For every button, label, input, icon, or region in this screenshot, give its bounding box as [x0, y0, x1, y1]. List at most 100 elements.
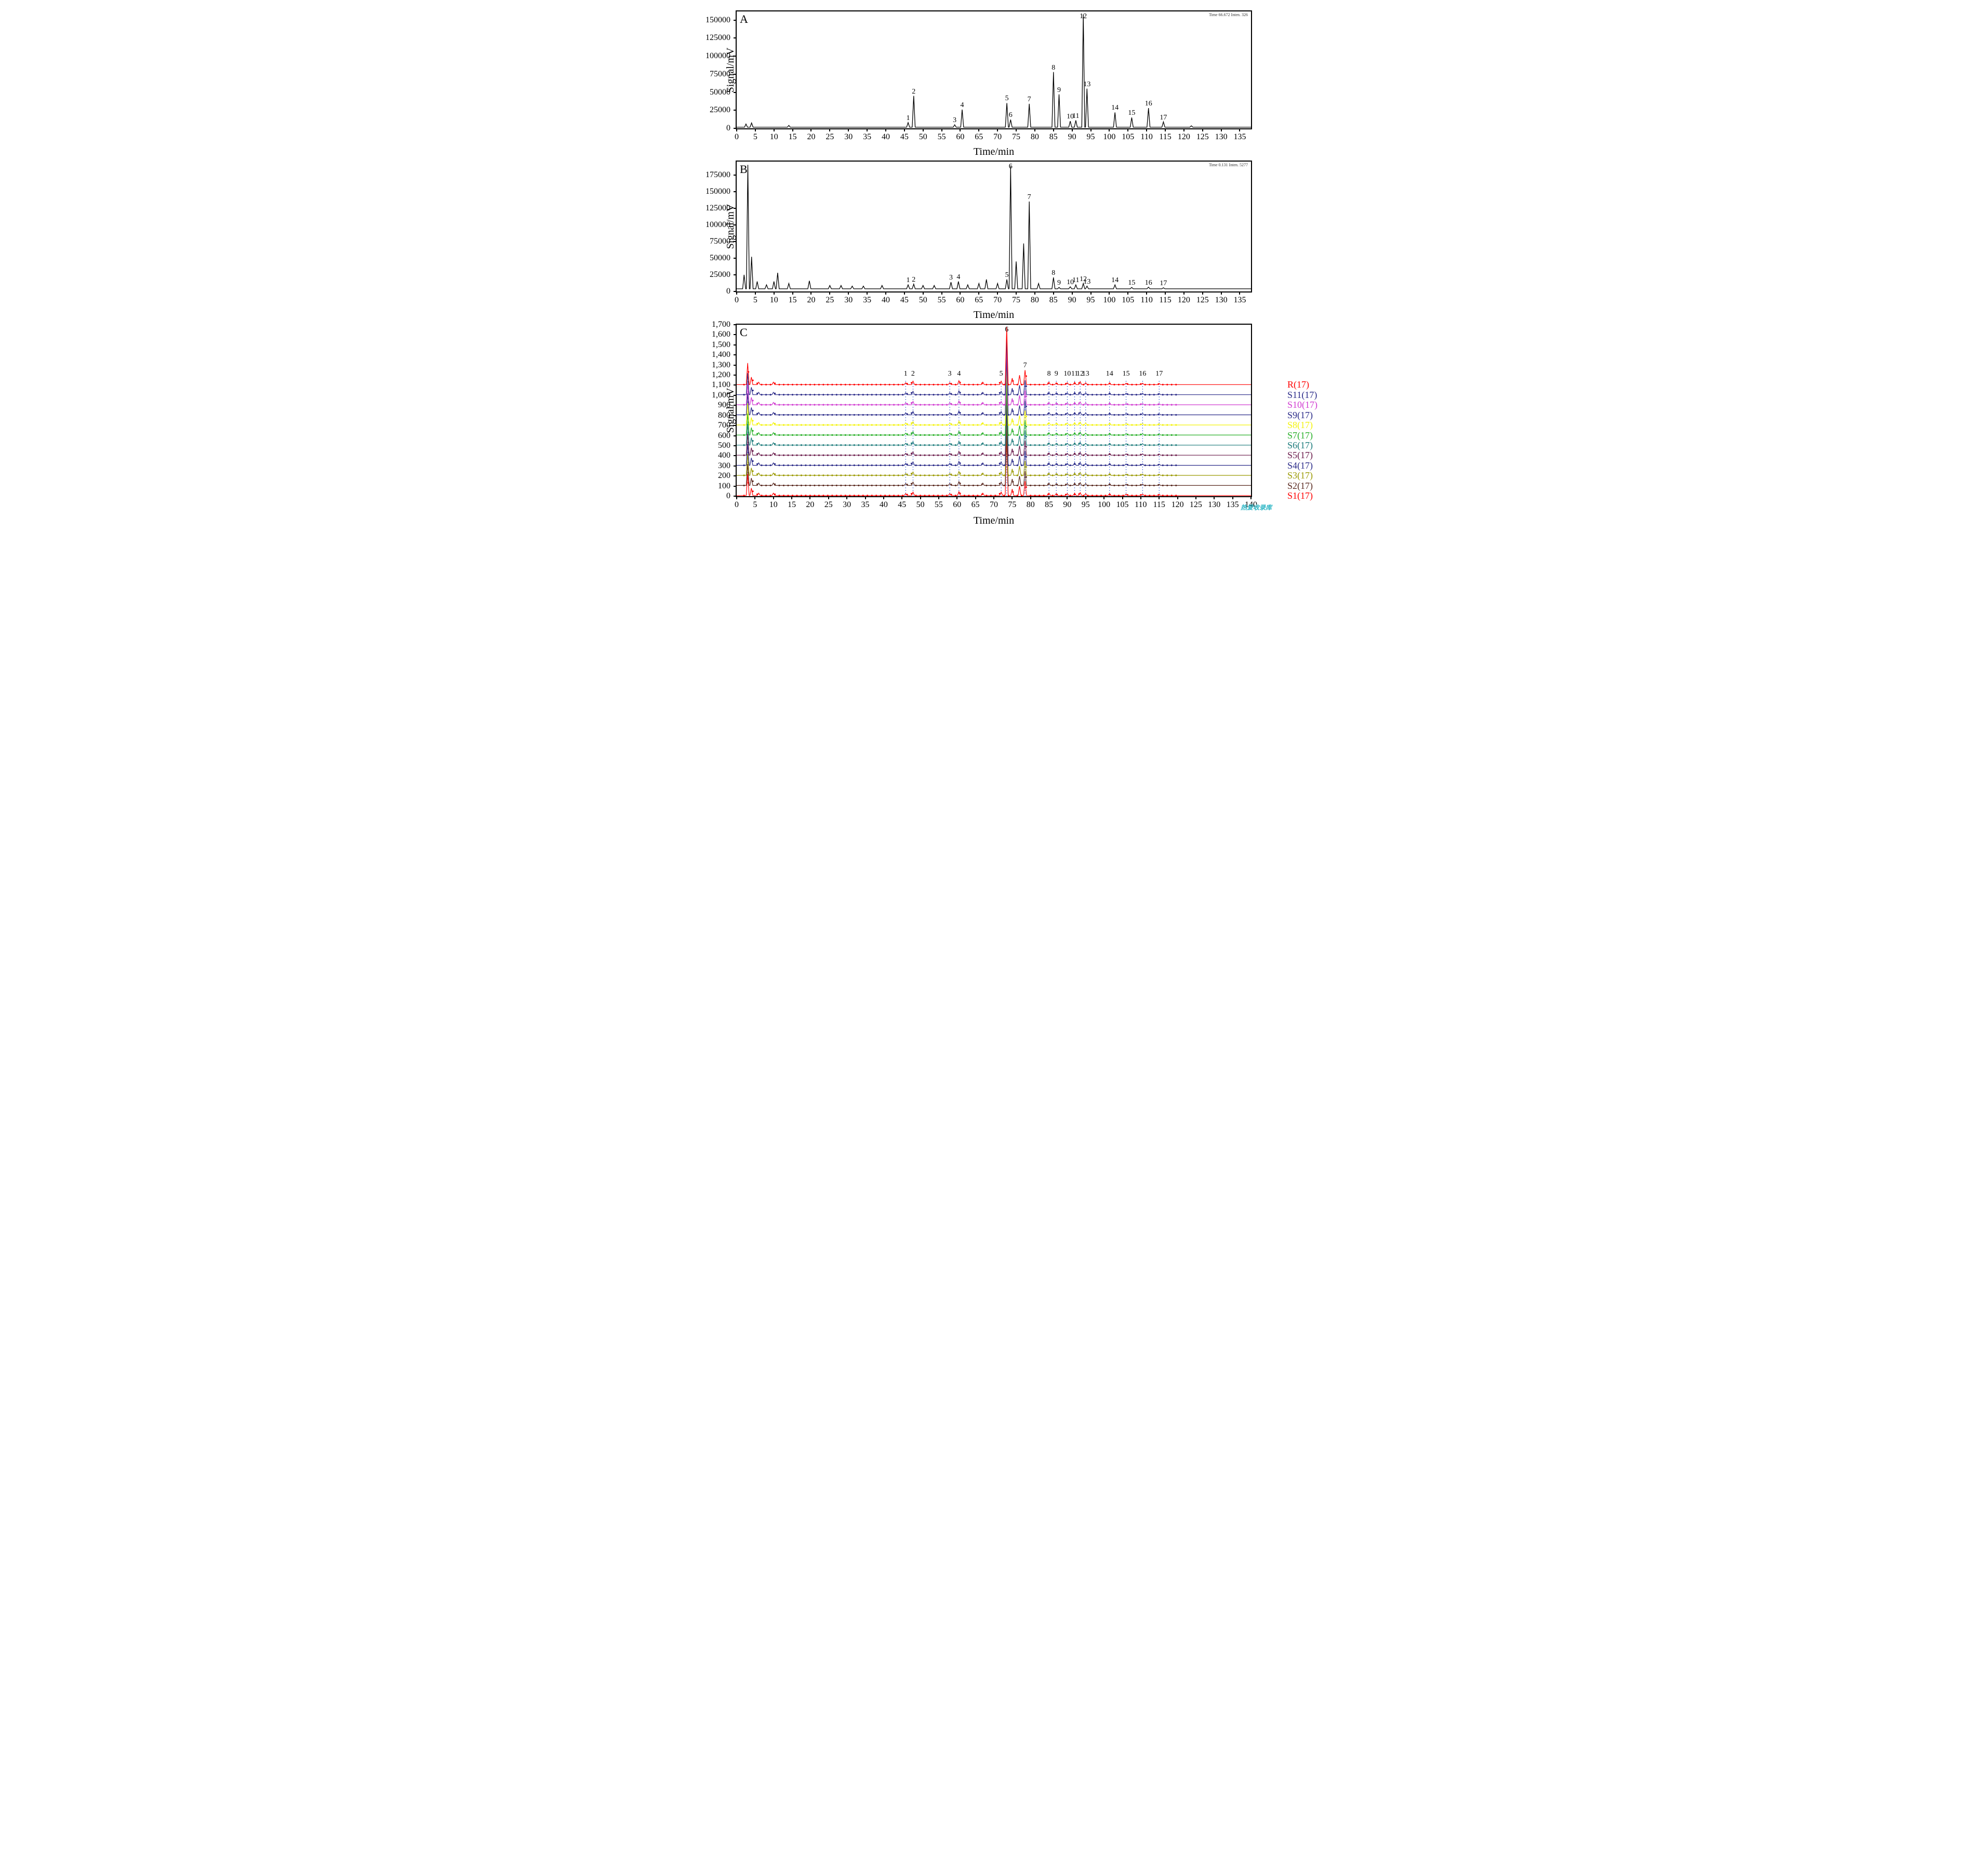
y-tick-label: 50000 [694, 88, 730, 97]
x-tick-label: 30 [844, 296, 853, 305]
x-tick-label: 130 [1215, 296, 1228, 305]
peak-label: 3 [953, 116, 956, 125]
peak-label: 6 [1009, 111, 1013, 119]
x-tick-label: 80 [1031, 132, 1039, 142]
peak-label: 4 [961, 101, 964, 110]
x-tick-label: 130 [1215, 132, 1228, 142]
x-axis-label: Time/min [737, 146, 1251, 158]
peak-label: 17 [1160, 280, 1167, 288]
x-tick-label: 100 [1098, 500, 1110, 510]
y-tick-label: 150000 [694, 187, 730, 196]
y-tick-label: 1,400 [694, 350, 730, 360]
x-tick-label: 110 [1135, 500, 1147, 510]
peak-label: 1 [907, 114, 910, 123]
peak-label: 5 [1005, 271, 1009, 280]
y-tick-label: 75000 [694, 70, 730, 79]
x-tick-label: 120 [1172, 500, 1184, 510]
peak-label: 7 [1028, 193, 1031, 202]
peak-label: 15 [1128, 279, 1135, 287]
x-tick-label: 85 [1049, 296, 1058, 305]
x-tick-label: 50 [916, 500, 925, 510]
y-tick-label: 50000 [694, 254, 730, 263]
x-tick-label: 10 [770, 132, 778, 142]
legend-item: S5(17) [1287, 450, 1313, 461]
x-tick-label: 130 [1208, 500, 1220, 510]
y-tick-label: 100000 [694, 220, 730, 230]
peak-label: 10 [1063, 370, 1071, 378]
y-tick-label: 0 [694, 124, 730, 133]
x-tick-label: 55 [938, 296, 946, 305]
y-tick-label: 0 [694, 287, 730, 296]
x-tick-label: 55 [935, 500, 943, 510]
peak-label: 12 [1080, 12, 1087, 21]
watermark: 热爱收录库 [1241, 503, 1272, 512]
x-tick-label: 65 [975, 296, 983, 305]
y-tick-label: 1,000 [694, 391, 730, 400]
x-tick-label: 100 [1103, 296, 1115, 305]
x-tick-label: 65 [975, 132, 983, 142]
y-tick-label: 0 [694, 491, 730, 501]
y-tick-label: 25000 [694, 105, 730, 115]
legend-item: S11(17) [1287, 390, 1317, 401]
y-tick-label: 100000 [694, 51, 730, 61]
peak-label: 7 [1023, 362, 1027, 370]
peak-label: 3 [948, 370, 952, 378]
peak-label: 1 [907, 276, 910, 285]
y-tick-label: 1,100 [694, 380, 730, 390]
x-axis-label: Time/min [737, 515, 1251, 527]
y-tick-label: 100 [694, 482, 730, 491]
x-tick-label: 75 [1008, 500, 1016, 510]
peak-label: 5 [1000, 370, 1003, 378]
x-tick-label: 0 [735, 132, 739, 142]
legend-item: S4(17) [1287, 460, 1313, 471]
x-tick-label: 15 [789, 132, 797, 142]
x-tick-label: 50 [919, 296, 927, 305]
x-tick-label: 5 [753, 132, 757, 142]
y-tick-label: 200 [694, 471, 730, 481]
x-tick-label: 90 [1068, 132, 1076, 142]
y-tick-label: 300 [694, 461, 730, 471]
y-tick-label: 125000 [694, 33, 730, 43]
peak-label: 13 [1082, 370, 1089, 378]
y-tick-label: 125000 [694, 204, 730, 213]
x-tick-label: 115 [1153, 500, 1165, 510]
x-tick-label: 110 [1140, 132, 1152, 142]
x-tick-label: 60 [956, 296, 964, 305]
x-tick-label: 125 [1196, 132, 1209, 142]
peak-label: 16 [1145, 279, 1152, 287]
x-tick-label: 15 [788, 500, 796, 510]
x-tick-label: 10 [770, 296, 778, 305]
peak-label: 9 [1057, 279, 1061, 287]
x-tick-label: 50 [919, 132, 927, 142]
y-tick-label: 900 [694, 401, 730, 410]
x-tick-label: 70 [993, 296, 1002, 305]
x-tick-label: 105 [1116, 500, 1129, 510]
x-tick-label: 135 [1227, 500, 1239, 510]
x-tick-label: 80 [1031, 296, 1039, 305]
x-tick-label: 25 [826, 132, 834, 142]
x-tick-label: 105 [1122, 296, 1134, 305]
x-tick-label: 85 [1049, 132, 1058, 142]
legend-item: S3(17) [1287, 470, 1313, 481]
x-tick-label: 55 [938, 132, 946, 142]
peak-label: 6 [1009, 163, 1013, 171]
x-tick-label: 90 [1068, 296, 1076, 305]
peak-label: 2 [912, 276, 915, 284]
x-tick-label: 30 [844, 132, 853, 142]
legend-item: S6(17) [1287, 440, 1313, 451]
peak-label: 13 [1083, 81, 1090, 89]
legend-item: S10(17) [1287, 400, 1317, 410]
x-tick-label: 85 [1045, 500, 1053, 510]
peak-label: 4 [956, 273, 960, 282]
y-tick-label: 500 [694, 441, 730, 450]
x-tick-label: 0 [735, 296, 739, 305]
x-tick-label: 110 [1140, 296, 1152, 305]
x-tick-label: 95 [1087, 296, 1095, 305]
chromatogram-panel: ATime 66.672 Inten. 326Signal/mV02500050… [689, 10, 1281, 150]
x-tick-label: 15 [789, 296, 797, 305]
overlay-panel: CSignal/mV01002003004005006007008009001,… [689, 324, 1281, 523]
x-tick-label: 70 [993, 132, 1002, 142]
peak-label: 11 [1072, 276, 1079, 285]
x-tick-label: 5 [753, 296, 757, 305]
x-axis-label: Time/min [737, 309, 1251, 321]
